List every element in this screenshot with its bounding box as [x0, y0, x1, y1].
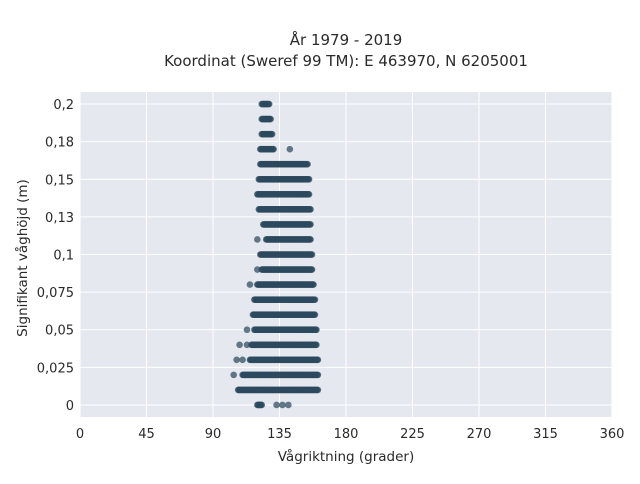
y-tick-label: 0,2: [53, 98, 74, 113]
data-point: [268, 130, 276, 138]
x-tick-label: 45: [138, 427, 155, 442]
data-point: [243, 341, 251, 349]
data-point: [254, 236, 261, 243]
y-tick-label: 0: [66, 399, 74, 414]
x-tick-label: 360: [600, 427, 625, 442]
grid-lines: [79, 92, 613, 417]
x-axis-label: Vågriktning (grader): [278, 448, 415, 465]
data-point: [313, 326, 320, 334]
data-point: [308, 266, 316, 273]
x-tick-label: 315: [533, 427, 558, 442]
data-point: [233, 356, 240, 364]
data-point: [267, 115, 274, 123]
y-tick-labels: 0 0,025 0,05 0,075 0,1 0,13 0,15 0,18 0,2: [37, 98, 74, 414]
data-point: [270, 145, 277, 153]
data-point: [279, 401, 286, 409]
data-point: [314, 386, 322, 394]
chart-title-line-2: Koordinat (Sweref 99 TM): E 463970, N 62…: [164, 52, 528, 70]
data-point: [273, 401, 280, 409]
x-tick-label: 225: [400, 427, 425, 442]
data-point: [285, 401, 292, 409]
data-point: [265, 100, 273, 108]
data-point: [313, 341, 320, 349]
y-axis-label: Signifikant våghöjd (m): [14, 179, 31, 337]
data-point: [308, 251, 316, 258]
data-point: [310, 281, 317, 288]
y-tick-label: 0,075: [37, 286, 74, 301]
x-tick-label: 135: [267, 427, 292, 442]
y-tick-label: 0,13: [45, 211, 74, 226]
data-points: [230, 100, 322, 409]
y-tick-label: 0,05: [45, 324, 74, 339]
data-point: [254, 266, 261, 273]
data-point: [311, 311, 319, 318]
data-point: [307, 236, 314, 243]
data-point: [286, 145, 294, 153]
data-point: [236, 341, 243, 349]
x-tick-label: 90: [205, 427, 222, 442]
x-tick-label: 180: [334, 427, 359, 442]
y-tick-label: 0,18: [45, 136, 74, 151]
data-point: [314, 356, 322, 364]
data-point: [230, 371, 237, 379]
data-point: [314, 371, 322, 379]
x-tick-label: 0: [76, 427, 84, 442]
x-tick-labels: 0 45 90 135 180 225 270 315 360: [76, 427, 625, 442]
y-tick-label: 0,025: [37, 361, 74, 376]
data-point: [243, 326, 251, 334]
data-point: [239, 356, 246, 364]
data-point: [311, 296, 319, 303]
y-tick-label: 0,15: [45, 173, 74, 188]
y-tick-label: 0,1: [53, 249, 74, 264]
data-point: [307, 206, 314, 213]
data-point: [246, 281, 254, 288]
x-tick-label: 270: [467, 427, 492, 442]
data-point: [307, 221, 314, 228]
data-point: [305, 175, 313, 183]
data-point: [258, 401, 266, 409]
data-point: [304, 160, 311, 168]
chart-title-line-1: År 1979 - 2019: [290, 30, 403, 49]
data-point: [305, 191, 313, 198]
